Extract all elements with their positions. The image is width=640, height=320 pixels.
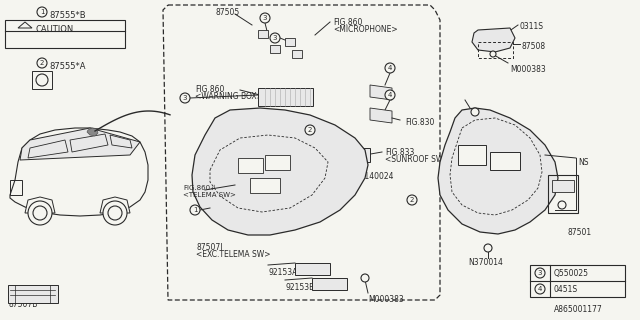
Text: 92153A: 92153A: [268, 268, 298, 277]
Text: 3: 3: [183, 95, 188, 101]
Circle shape: [558, 201, 566, 209]
Circle shape: [260, 13, 270, 23]
Circle shape: [385, 63, 395, 73]
Text: FIG.833: FIG.833: [385, 148, 414, 157]
Bar: [258, 30, 268, 38]
Text: 2: 2: [40, 60, 44, 66]
Circle shape: [37, 7, 47, 17]
Text: 87501: 87501: [568, 228, 592, 237]
Text: 1: 1: [193, 207, 197, 213]
Circle shape: [37, 58, 47, 68]
Circle shape: [490, 51, 496, 57]
Polygon shape: [370, 108, 392, 123]
Text: W140024: W140024: [358, 172, 394, 181]
Text: <EXC.TELEMA SW>: <EXC.TELEMA SW>: [196, 250, 271, 259]
Text: 0451S: 0451S: [554, 285, 578, 294]
Bar: [530, 265, 625, 297]
Bar: [312, 278, 347, 290]
Text: <WARNING BOX>: <WARNING BOX>: [195, 92, 263, 101]
Bar: [292, 50, 302, 58]
Bar: [285, 38, 295, 46]
Bar: [258, 88, 313, 106]
Bar: [340, 148, 370, 162]
Polygon shape: [20, 128, 140, 160]
Text: FIG.860↲: FIG.860↲: [183, 185, 216, 191]
Text: 87555*A: 87555*A: [49, 61, 86, 70]
Text: 2: 2: [410, 197, 414, 203]
Circle shape: [103, 201, 127, 225]
Polygon shape: [25, 197, 55, 213]
Circle shape: [180, 93, 190, 103]
Circle shape: [385, 90, 395, 100]
Text: 2: 2: [308, 127, 312, 133]
Text: <MICROPHONE>: <MICROPHONE>: [333, 25, 397, 34]
Polygon shape: [110, 135, 132, 148]
Circle shape: [33, 206, 47, 220]
Polygon shape: [28, 140, 68, 158]
Polygon shape: [370, 85, 392, 100]
Text: 1: 1: [40, 9, 44, 15]
Text: 92153B: 92153B: [285, 283, 314, 292]
Circle shape: [361, 274, 369, 282]
Text: FIG.860: FIG.860: [195, 85, 225, 94]
Bar: [10, 180, 22, 195]
Text: 0311S: 0311S: [520, 22, 544, 31]
Bar: [458, 145, 486, 165]
Text: 3: 3: [273, 35, 277, 41]
Bar: [552, 180, 574, 192]
Circle shape: [190, 205, 200, 215]
Bar: [238, 158, 263, 173]
Text: 87505: 87505: [215, 8, 239, 17]
Text: 87507B: 87507B: [8, 300, 37, 309]
Text: 3: 3: [263, 15, 268, 21]
Bar: [250, 178, 280, 193]
Circle shape: [305, 125, 315, 135]
Text: M000383: M000383: [510, 65, 546, 74]
Bar: [490, 152, 520, 170]
Text: 87508: 87508: [522, 42, 546, 51]
Text: <SUNROOF SW>: <SUNROOF SW>: [385, 155, 450, 164]
Text: 4: 4: [388, 65, 392, 71]
Bar: [5, 20, 125, 48]
Circle shape: [407, 195, 417, 205]
Circle shape: [270, 33, 280, 43]
Polygon shape: [87, 128, 98, 136]
Polygon shape: [10, 128, 148, 216]
Bar: [265, 155, 290, 170]
Text: <TELEMA SW>: <TELEMA SW>: [183, 192, 236, 198]
Circle shape: [36, 74, 48, 86]
Polygon shape: [438, 108, 558, 234]
Text: M000383: M000383: [368, 295, 404, 304]
Text: FIG.830: FIG.830: [405, 118, 435, 127]
Bar: [295, 263, 330, 275]
Bar: [8, 285, 58, 303]
Text: NS: NS: [578, 158, 589, 167]
Circle shape: [535, 284, 545, 294]
Circle shape: [484, 244, 492, 252]
Circle shape: [471, 108, 479, 116]
Circle shape: [28, 201, 52, 225]
Text: N370014: N370014: [468, 258, 503, 267]
Polygon shape: [100, 197, 130, 213]
Text: 4: 4: [388, 92, 392, 98]
Text: FIG.860: FIG.860: [333, 18, 362, 27]
Text: Q550025: Q550025: [554, 269, 589, 278]
Polygon shape: [70, 134, 108, 152]
Text: CAUTION: CAUTION: [35, 25, 73, 34]
Circle shape: [108, 206, 122, 220]
Text: 3: 3: [538, 270, 542, 276]
Bar: [548, 175, 578, 213]
Text: 87555*B: 87555*B: [49, 11, 86, 20]
Text: 87507I: 87507I: [196, 243, 223, 252]
Polygon shape: [192, 108, 368, 235]
Polygon shape: [472, 28, 515, 52]
Circle shape: [535, 268, 545, 278]
Text: 4: 4: [538, 286, 542, 292]
Bar: [32, 71, 52, 89]
Bar: [478, 42, 513, 58]
Text: A865001177: A865001177: [554, 305, 603, 314]
Bar: [270, 45, 280, 53]
